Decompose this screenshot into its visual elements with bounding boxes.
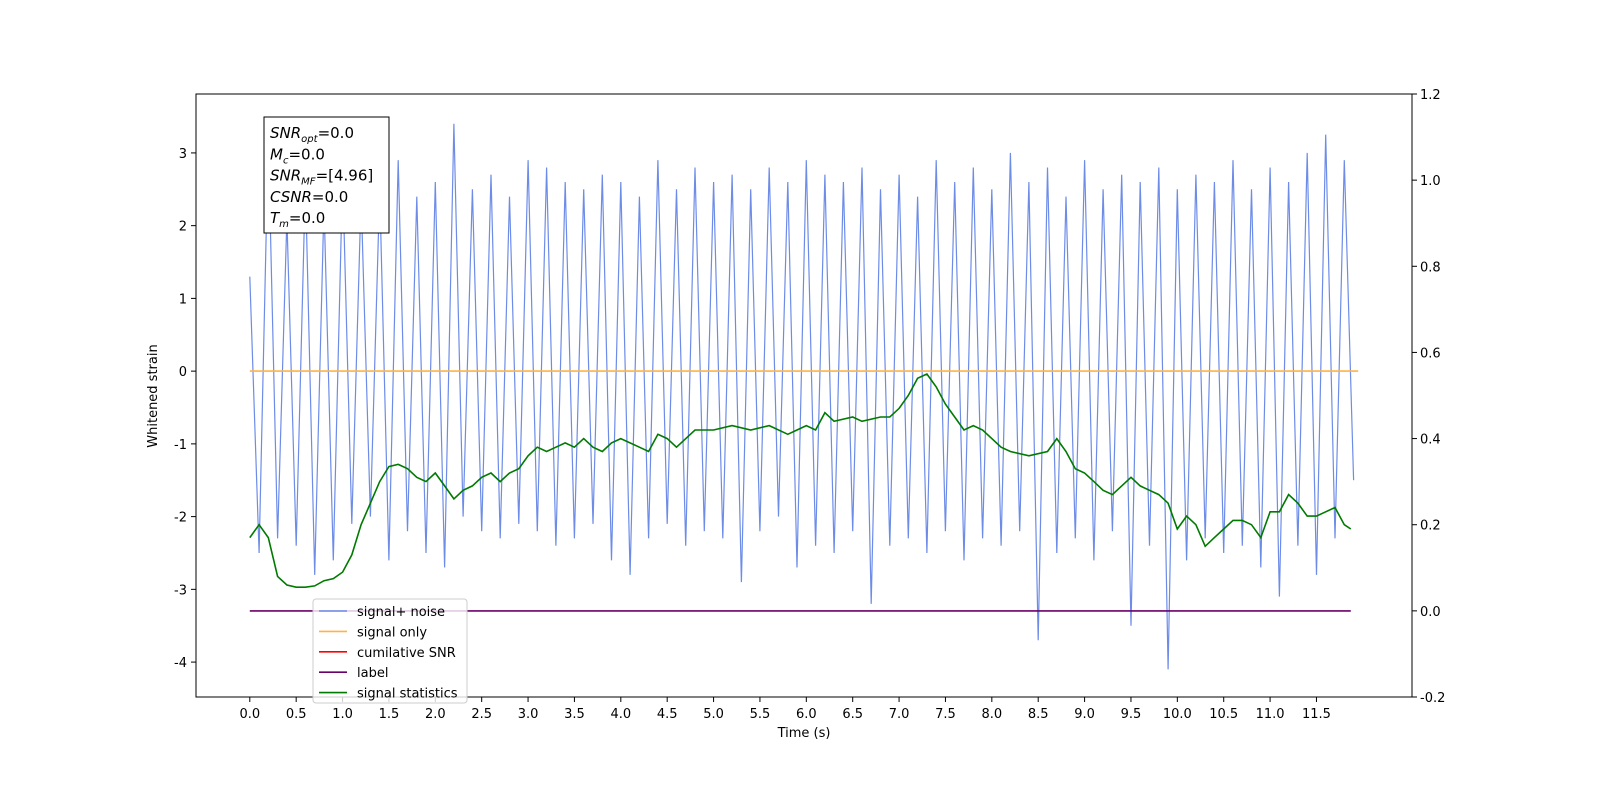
x-tick-label: 0.5 — [286, 707, 307, 722]
y-tick-label: -4 — [174, 656, 187, 671]
legend-label: signal+ noise — [357, 605, 445, 620]
x-tick-label: 6.5 — [842, 707, 863, 722]
y-tick-label: 2 — [179, 220, 187, 235]
y-tick-label: 1 — [179, 292, 187, 307]
annotation-sub: MF — [301, 177, 316, 188]
y-tick-label: 0 — [179, 365, 187, 380]
series-line — [249, 123, 1355, 670]
x-tick-label: 1.0 — [332, 707, 353, 722]
annotation-symbol: CSNR — [270, 188, 312, 206]
y2-tick-label: 0.0 — [1420, 605, 1441, 620]
annotation-sub: c — [283, 155, 289, 166]
annotation-symbol: SNR — [270, 124, 301, 142]
y-tick-label: -2 — [174, 511, 187, 526]
y-tick-label: 3 — [179, 147, 187, 162]
y-tick-label: -3 — [174, 583, 187, 598]
x-tick-label: 10.5 — [1209, 707, 1238, 722]
annotation-line: CSNR=0.0 — [270, 188, 348, 206]
annotation-box — [263, 116, 390, 234]
x-tick-label: 5.0 — [703, 707, 724, 722]
annotation-symbol: SNR — [270, 167, 301, 185]
annotation-line: Tm=0.0 — [270, 209, 325, 230]
legend: signal+ noise signal only cumilative SNR la… — [312, 598, 468, 704]
annotation-text: =0.0 — [312, 188, 348, 206]
annotation-text: =0.0 — [289, 209, 325, 227]
x-tick-label: 4.0 — [610, 707, 631, 722]
x-tick-label: 3.5 — [564, 707, 585, 722]
x-tick-label: 1.5 — [379, 707, 400, 722]
legend-label: signal statistics — [357, 687, 458, 702]
x-tick-label: 2.0 — [425, 707, 446, 722]
x-tick-label: 7.5 — [935, 707, 956, 722]
y2-tick-label: 0.6 — [1420, 346, 1441, 361]
x-label: Time (s) — [777, 726, 831, 741]
x-tick-label: 11.5 — [1302, 707, 1331, 722]
annotation-sub: opt — [301, 134, 318, 145]
x-tick-label: 6.0 — [796, 707, 817, 722]
x-tick-label: 8.0 — [981, 707, 1002, 722]
y2-tick-label: -0.2 — [1420, 691, 1445, 706]
y-tick-label: -1 — [174, 438, 187, 453]
y2-tick-label: 0.4 — [1420, 433, 1441, 448]
x-tick-label: 2.5 — [471, 707, 492, 722]
y2-tick-label: 1.0 — [1420, 174, 1441, 189]
annotation-text: =[4.96] — [316, 167, 374, 185]
legend-label: cumilative SNR — [357, 646, 456, 661]
annotation-line: Mc=0.0 — [270, 145, 325, 166]
legend-box — [312, 598, 468, 704]
annotation-symbol: T — [270, 209, 281, 227]
annotation-text: =0.0 — [318, 124, 354, 142]
legend-label: label — [357, 666, 388, 681]
y2-tick-label: 0.8 — [1420, 260, 1441, 275]
x-tick-label: 8.5 — [1028, 707, 1049, 722]
annotation-text: =0.0 — [288, 145, 324, 163]
annotation-line: SNRMF=[4.96] — [270, 167, 373, 188]
x-tick-label: 9.0 — [1074, 707, 1095, 722]
annotation-line: SNRopt=0.0 — [270, 124, 354, 145]
x-tick-label: 0.0 — [239, 707, 260, 722]
x-tick-label: 10.0 — [1163, 707, 1192, 722]
y2-tick-label: 1.2 — [1420, 88, 1441, 103]
x-tick-label: 11.0 — [1256, 707, 1285, 722]
annotation-symbol: M — [270, 145, 283, 163]
series-line — [249, 372, 1352, 588]
x-tick-label: 9.5 — [1121, 707, 1142, 722]
x-tick-label: 3.0 — [518, 707, 539, 722]
y2-tick-label: 0.2 — [1420, 519, 1441, 534]
y-label: Whitened strain — [146, 344, 161, 447]
x-tick-label: 4.5 — [657, 707, 678, 722]
x-tick-label: 7.0 — [889, 707, 910, 722]
legend-label: signal only — [357, 625, 427, 640]
axes-frame — [195, 93, 1413, 698]
x-tick-label: 5.5 — [750, 707, 771, 722]
annotation-sub: m — [279, 219, 289, 230]
